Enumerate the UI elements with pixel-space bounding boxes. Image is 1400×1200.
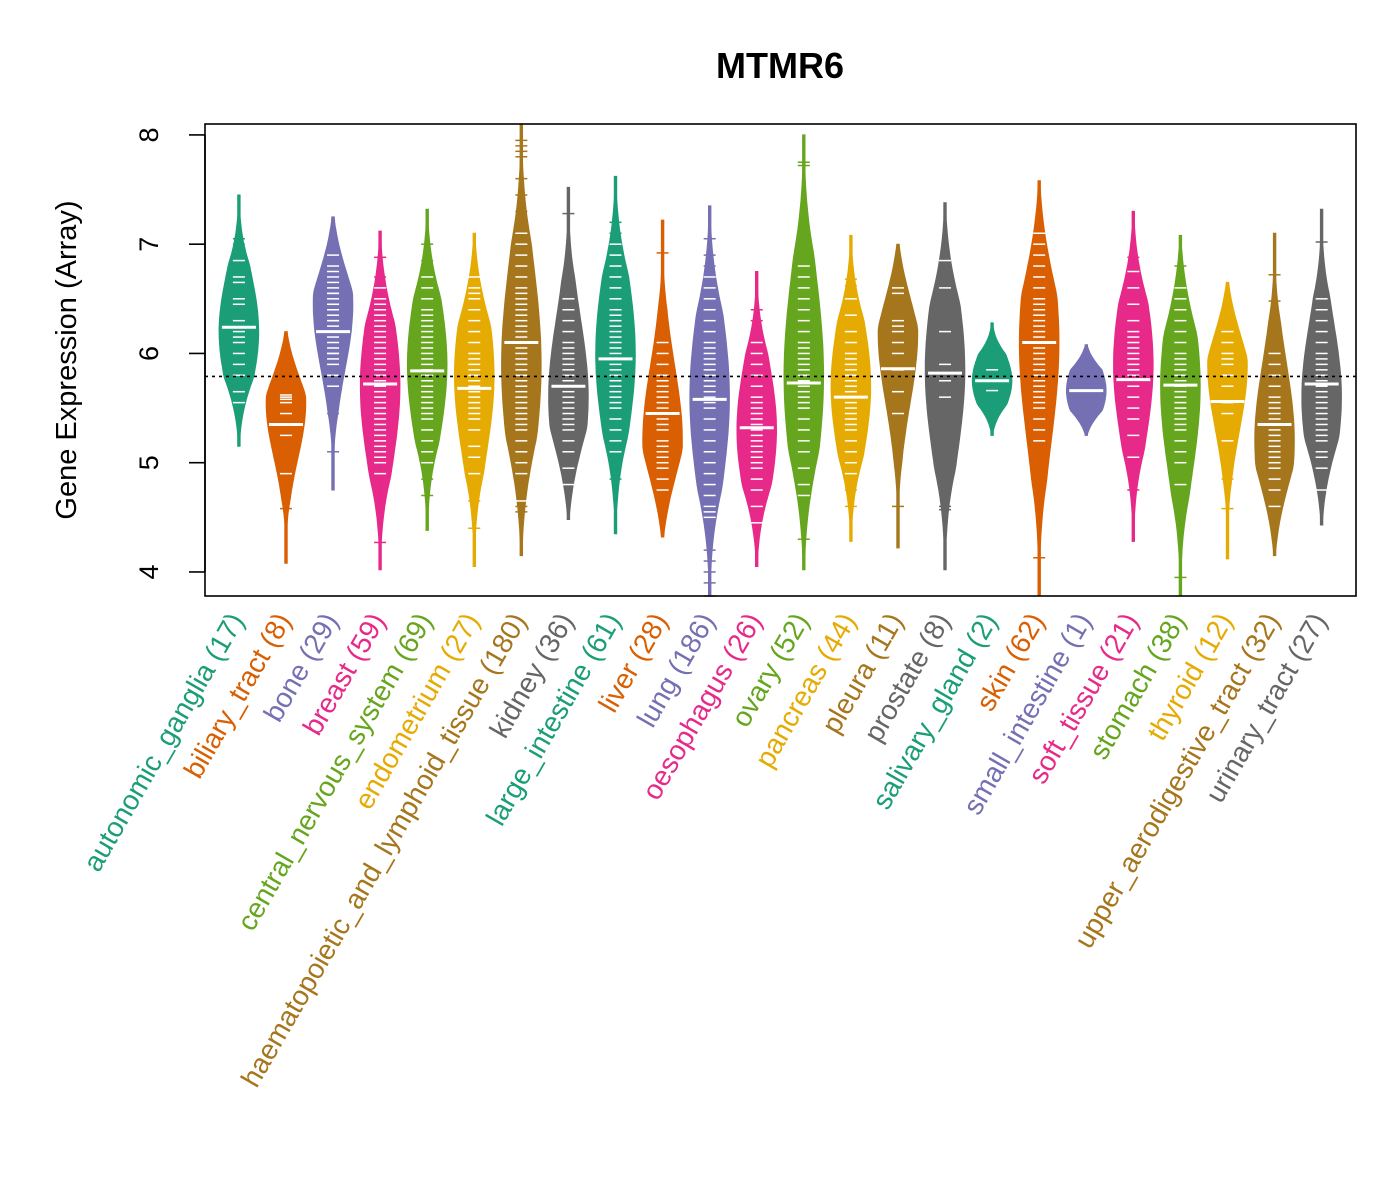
chart-title: MTMR6	[716, 45, 844, 86]
bean-pancreas	[830, 234, 872, 542]
bean-salivary_gland	[971, 322, 1013, 436]
beans-layer	[218, 123, 1342, 597]
bean-pleura	[877, 243, 919, 549]
bean-thyroid	[1207, 281, 1248, 560]
bean-haematopoietic_and_lymphoid_tissue	[501, 123, 542, 557]
bean-central_nervous_system	[406, 208, 448, 531]
y-tick-label: 6	[134, 346, 164, 361]
bean-urinary_tract	[1301, 208, 1342, 526]
bean-lung	[689, 205, 730, 597]
y-axis-label: Gene Expression (Array)	[51, 200, 83, 519]
bean-large_intestine	[595, 175, 636, 535]
bean-prostate	[924, 202, 966, 571]
bean-biliary_tract	[265, 331, 307, 564]
y-tick-label: 5	[134, 455, 164, 470]
bean-upper_aerodigestive_tract	[1254, 232, 1295, 557]
bean-kidney	[548, 186, 589, 520]
bean-oesophagus	[736, 271, 777, 567]
bean-ovary	[783, 134, 825, 571]
bean-skin	[1018, 180, 1060, 597]
y-tick-label: 4	[134, 564, 164, 579]
bean-stomach	[1160, 234, 1201, 597]
bean-endometrium	[454, 232, 495, 567]
y-tick-label: 7	[134, 237, 164, 252]
bean-bone	[312, 216, 354, 491]
bean-autonomic_ganglia	[218, 194, 260, 447]
y-axis: 4 5 6 7 8	[134, 127, 206, 579]
bean-soft_tissue	[1113, 210, 1154, 542]
x-axis-labels: autonomic_ganglia (17)biliary_tract (8)b…	[77, 608, 1333, 1093]
x-label-skin: skin (62)	[970, 608, 1051, 717]
bean-liver	[642, 219, 683, 538]
y-tick-label: 8	[134, 127, 164, 142]
bean-small_intestine	[1066, 344, 1107, 436]
bean-breast	[359, 230, 401, 571]
